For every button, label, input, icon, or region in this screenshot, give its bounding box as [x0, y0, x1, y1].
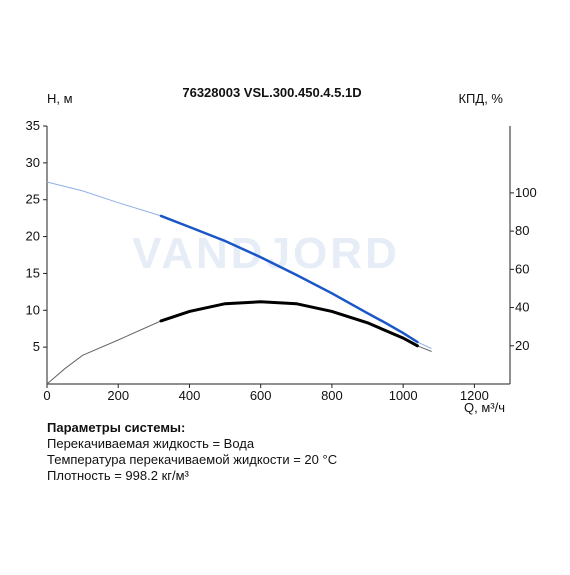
system-parameters-header: Параметры системы: [47, 420, 186, 435]
param-temperature: Температура перекачиваемой жидкости = 20… [47, 452, 338, 467]
param-density: Плотность = 998.2 кг/м³ [47, 468, 189, 483]
y2-axis-label: КПД, % [458, 91, 503, 106]
y2-tick-label: 80 [515, 223, 529, 238]
head-operating-curve [159, 214, 419, 344]
chart-title: 76328003 VSL.300.450.4.5.1D [182, 85, 361, 100]
y-tick-label: 5 [33, 339, 40, 354]
y2-tick-label: 100 [515, 185, 537, 200]
x-tick-label: 1000 [389, 388, 418, 403]
x-axis-label: Q, м³/ч [464, 400, 505, 415]
efficiency-full-curve [46, 301, 432, 385]
watermark-logo: VANDJORD [132, 229, 400, 278]
y-tick-label: 15 [26, 265, 40, 280]
system-parameters: Параметры системы: Перекачиваемая жидкос… [47, 420, 337, 484]
x-tick-label: 600 [250, 388, 272, 403]
y-tick-label: 10 [26, 302, 40, 317]
y-axis-label: H, м [47, 91, 73, 106]
y-tick-label: 25 [26, 192, 40, 207]
x-tick-label: 800 [321, 388, 343, 403]
y2-tick-label: 60 [515, 261, 529, 276]
x-tick-label: 1200 [460, 388, 489, 403]
y2-tick-label: 20 [515, 338, 529, 353]
efficiency-operating-curve [159, 300, 419, 348]
y2-tick-label: 40 [515, 300, 529, 315]
y-tick-label: 30 [26, 155, 40, 170]
x-tick-label: 0 [43, 388, 50, 403]
y-tick-label: 35 [26, 118, 40, 133]
x-tick-label: 200 [107, 388, 129, 403]
param-liquid: Перекачиваемая жидкость = Вода [47, 436, 255, 451]
x-tick-label: 400 [179, 388, 201, 403]
y-tick-label: 20 [26, 229, 40, 244]
